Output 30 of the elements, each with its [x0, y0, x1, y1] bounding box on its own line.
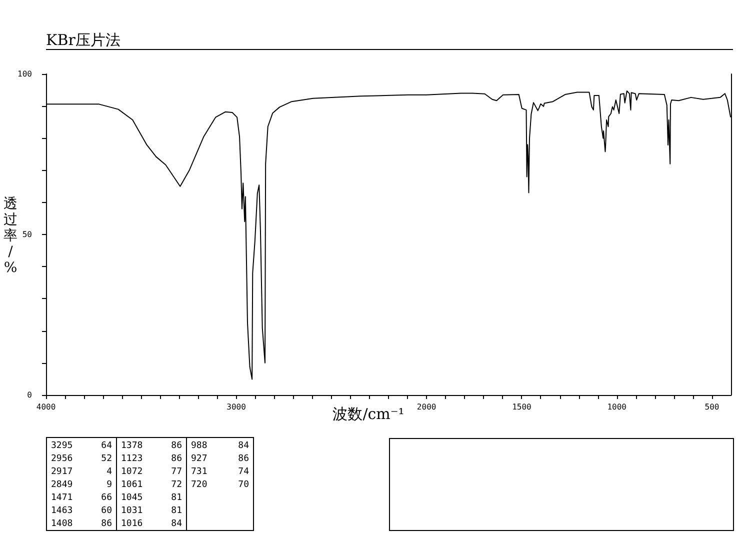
x-tick-label: 1000: [607, 402, 627, 412]
x-tick-label: 4000: [36, 402, 56, 412]
x-tick-label: 2000: [416, 402, 436, 412]
text: 2917 4: [51, 467, 112, 477]
y-tick-label: 50: [22, 230, 32, 239]
text: 2956 52: [51, 454, 112, 464]
text: 1408 86: [51, 519, 112, 529]
text: 1378 86: [121, 441, 182, 451]
text: 927 86: [191, 454, 249, 464]
chart-title: KBr压片法: [46, 31, 733, 50]
text: 1061 72: [121, 480, 182, 490]
text: 1072 77: [121, 467, 182, 477]
text: 720 70: [191, 480, 249, 490]
y-tick-label: 0: [27, 390, 32, 400]
y-tick-label: 100: [18, 70, 32, 78]
text: 988 84: [191, 441, 249, 451]
y-axis-title: 透过率/%: [3, 196, 18, 276]
text: 1045 81: [121, 493, 182, 503]
x-tick-label: 500: [704, 402, 720, 412]
text: 1123 86: [121, 454, 182, 464]
text: 2849 9: [51, 480, 112, 490]
text: 1471 66: [51, 493, 112, 503]
x-tick-label: 1500: [512, 402, 532, 412]
text: 1031 81: [121, 506, 182, 516]
x-axis-title: 波数/cm⁻¹: [332, 405, 404, 423]
text: 1016 84: [121, 519, 182, 529]
text: 3295 64: [51, 441, 112, 451]
x-tick-label: 3000: [226, 402, 246, 412]
text: 731 74: [191, 467, 249, 477]
text: 1463 60: [51, 506, 112, 516]
